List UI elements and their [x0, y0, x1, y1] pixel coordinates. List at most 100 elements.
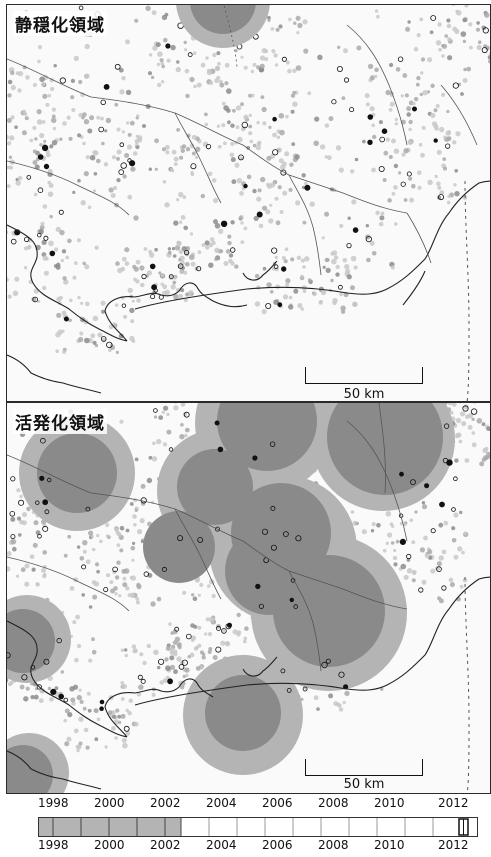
epicenter-dot [467, 413, 474, 419]
epicenter-dot [114, 303, 119, 307]
epicenter-ring [42, 525, 49, 532]
epicenter-dot [165, 144, 170, 150]
epicenter-dot [197, 593, 201, 597]
epicenter-dot [158, 415, 164, 420]
epicenter-dot [178, 249, 184, 255]
epicenter-dot [92, 594, 98, 600]
epicenter-dot [421, 125, 426, 130]
epicenter-ring [47, 477, 52, 483]
epicenter-dot [212, 655, 218, 660]
epicenter-dot [169, 655, 175, 661]
epicenter-ring [120, 162, 127, 169]
epicenter-dot [290, 257, 295, 262]
epicenter-dot [454, 169, 459, 173]
epicenter-dot [322, 265, 326, 269]
epicenter-dot [223, 105, 229, 111]
epicenter-ring [121, 303, 127, 308]
epicenter-ring [325, 658, 331, 664]
epicenter-dot [461, 550, 465, 555]
epicenter-dot [446, 109, 450, 114]
epicenter-dot [239, 191, 244, 196]
epicenter-dot [10, 538, 17, 545]
epicenter-dot [256, 120, 260, 125]
epicenter-dot [39, 143, 43, 147]
epicenter-dots-top [7, 5, 490, 354]
epicenter-dot [464, 458, 470, 463]
epicenter-dot [109, 580, 114, 585]
epicenter-dot [261, 106, 267, 113]
epicenter-dot [248, 113, 252, 117]
epicenter-ring [441, 585, 447, 591]
epicenter-dot [459, 584, 464, 589]
epicenter-dot [409, 197, 415, 203]
prefectural-borders-top [7, 24, 478, 276]
epicenter-dot [419, 547, 425, 553]
epicenter-dot [170, 44, 176, 51]
epicenter-dot [443, 520, 449, 526]
epicenter-dot [438, 522, 444, 528]
epicenter-dot [19, 684, 25, 690]
epicenter-dot [205, 617, 210, 622]
tick-bottom-2004: 2004 [206, 838, 237, 852]
epicenter-dot [92, 315, 99, 322]
epicenter-dot [406, 112, 412, 117]
epicenter-dot [114, 592, 118, 596]
epicenter-dot [42, 550, 47, 555]
epicenter-dot [392, 555, 398, 561]
epicenter-dot [254, 273, 260, 279]
epicenter-ring [168, 274, 174, 280]
epicenter-dot [122, 576, 127, 581]
epicenter-dot [26, 506, 31, 512]
epicenter-dot [99, 539, 103, 544]
epicenter-dot [122, 582, 128, 588]
epicenter-dot [173, 162, 178, 167]
epicenter-dot [461, 421, 467, 427]
epicenter-dot [268, 218, 274, 224]
epicenter-ring [452, 82, 459, 89]
epicenter-dot [279, 129, 285, 136]
epicenter-ring [32, 296, 39, 303]
epicenter-dot [133, 523, 137, 527]
epicenter-dot [472, 403, 477, 404]
epicenter-dot [180, 260, 185, 266]
epicenter-dot [126, 144, 133, 150]
epicenter-dot [166, 429, 172, 435]
epicenter-dot [259, 55, 266, 61]
epicenter-dot [136, 582, 141, 588]
epicenter-dot [430, 112, 436, 119]
epicenter-dot [88, 605, 93, 609]
epicenter-dot [96, 533, 100, 538]
epicenter-ring [215, 646, 222, 653]
epicenter-ring [63, 697, 69, 703]
epicenter-ring [99, 706, 104, 712]
epicenter-dot [191, 151, 196, 156]
epicenter-ring [378, 165, 385, 172]
epicenter-dot [211, 240, 216, 246]
epicenter-dot [394, 222, 398, 226]
epicenter-dot [344, 264, 350, 270]
epicenter-dot [369, 106, 375, 112]
epicenter-dot [482, 447, 488, 454]
epicenter-dot [197, 643, 202, 648]
epicenter-dot [326, 258, 330, 262]
epicenter-dot [7, 294, 12, 299]
epicenter-dot [178, 680, 183, 686]
epicenter-dot [398, 171, 402, 175]
epicenter-dot [224, 62, 230, 68]
epicenter-dot [163, 37, 168, 43]
epicenter-dot [453, 554, 459, 560]
epicenter-dot [448, 577, 454, 583]
epicenter-ring [9, 511, 16, 517]
epicenter-dot [240, 240, 245, 245]
epicenter-dot [63, 553, 68, 558]
epicenter-ring [43, 163, 50, 170]
epicenter-dot [220, 640, 226, 646]
epicenter-ring [220, 220, 228, 227]
epicenter-dot [33, 694, 39, 700]
epicenter-ring [261, 528, 269, 535]
epicenter-dot [167, 247, 172, 251]
epicenter-dot [378, 120, 383, 125]
epicenter-dot [73, 728, 79, 734]
epicenter-dot [445, 130, 451, 136]
epicenter-dot [208, 616, 215, 623]
